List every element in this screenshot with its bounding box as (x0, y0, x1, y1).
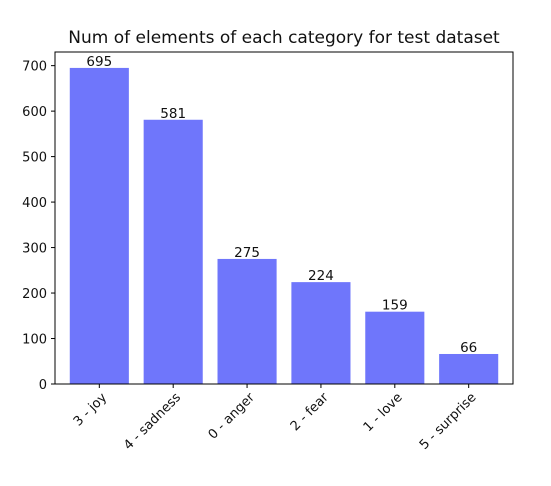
y-tick-label: 300 (22, 242, 47, 257)
x-axis: 3 - joy 4 - sadness 0 - anger 2 - fear 1 - l… (71, 384, 480, 453)
x-tick-label: 0 - anger (206, 390, 259, 443)
y-tick-label: 500 (22, 151, 47, 166)
y-tick-label: 0 (39, 378, 47, 393)
x-tick-label: 3 - joy (71, 390, 110, 429)
y-tick-label: 700 (22, 60, 47, 75)
bar (439, 353, 499, 384)
plot-frame (54, 51, 514, 385)
x-tick-label: 2 - fear (288, 390, 332, 434)
y-tick-label: 200 (22, 287, 47, 302)
data-labels-group: 695 581 275 224 159 66 (86, 54, 477, 356)
y-tick-label: 400 (22, 196, 47, 211)
data-label: 275 (234, 245, 260, 261)
bar (69, 67, 129, 384)
x-tick-label: 5 - surprise (417, 390, 480, 453)
x-tick-label: 4 - sadness (121, 390, 184, 453)
bar (365, 311, 425, 384)
bar (217, 258, 277, 384)
data-label: 581 (160, 106, 186, 122)
bar (143, 119, 203, 385)
data-label: 224 (308, 268, 334, 284)
data-label: 159 (382, 298, 408, 314)
chart-title: Num of elements of each category for tes… (68, 28, 500, 48)
x-tick-label: 1 - love (361, 390, 406, 435)
bars-group (69, 67, 499, 385)
data-label: 695 (86, 54, 112, 70)
data-label: 66 (460, 340, 477, 356)
y-axis: 0 100 200 300 400 500 600 700 (22, 60, 55, 393)
bar (291, 282, 351, 384)
y-tick-label: 600 (22, 105, 47, 120)
y-tick-label: 100 (22, 333, 47, 348)
